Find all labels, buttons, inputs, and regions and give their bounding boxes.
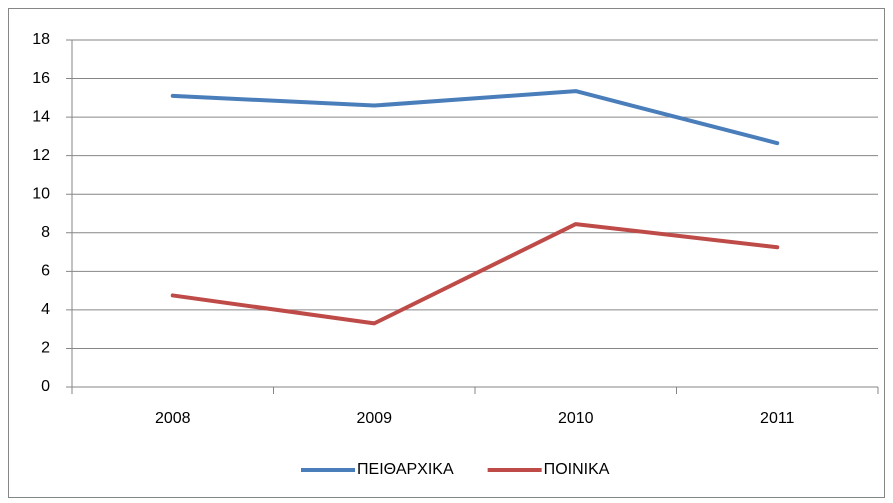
y-tick-label: 12	[32, 147, 50, 164]
y-tick-label: 18	[32, 31, 50, 48]
y-tick-label: 0	[41, 378, 50, 395]
y-tick-label: 14	[32, 108, 50, 125]
x-tick-label: 2011	[760, 410, 795, 427]
chart-border	[8, 8, 885, 498]
x-tick-label: 2008	[155, 410, 191, 427]
series-line	[170, 89, 780, 146]
y-tick-label: 10	[32, 185, 50, 202]
y-tick-label: 8	[41, 224, 50, 241]
legend-label: ΠΟΙΝΙΚΑ	[544, 461, 610, 478]
x-tick-label: 2009	[356, 410, 392, 427]
x-tick-label: 2010	[558, 410, 594, 427]
y-tick-label: 6	[41, 263, 50, 280]
y-tick-label: 16	[32, 70, 50, 87]
y-tick-label: 4	[41, 301, 50, 318]
y-tick-label: 2	[41, 340, 50, 357]
series-line	[170, 222, 780, 326]
legend-label: ΠΕΙΘΑΡΧΙΚΑ	[357, 461, 454, 478]
